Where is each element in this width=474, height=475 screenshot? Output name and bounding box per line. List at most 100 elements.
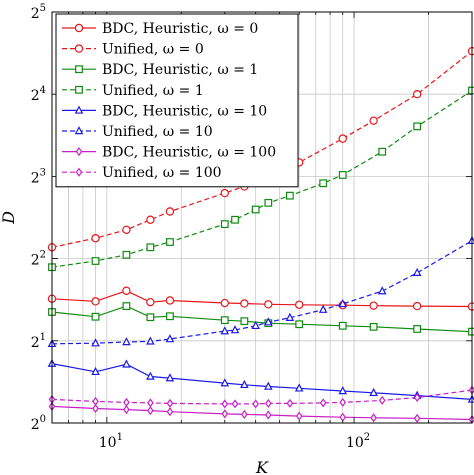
data-point <box>251 205 260 214</box>
data-point <box>220 220 229 229</box>
data-point <box>166 398 174 408</box>
data-point <box>285 191 294 200</box>
x-tick-label: 102 <box>346 432 370 451</box>
x-tick-label: 101 <box>99 432 123 451</box>
plot-frame <box>51 11 473 424</box>
legend-label: BDC, Heuristic, ω = 100 <box>102 145 276 161</box>
series-3 <box>48 302 474 336</box>
legend-box <box>55 13 299 188</box>
ticks: 101 102 20 21 22 23 24 25 <box>31 3 473 451</box>
data-point <box>221 399 229 409</box>
data-point <box>251 320 260 330</box>
data-point <box>241 409 248 419</box>
data-point <box>467 46 474 56</box>
data-point <box>146 297 155 307</box>
data-point <box>122 250 131 259</box>
data-point <box>378 395 386 405</box>
data-point <box>230 325 240 334</box>
data-point <box>412 267 422 276</box>
data-point <box>91 257 100 265</box>
data-point <box>412 89 422 99</box>
data-point <box>338 298 348 308</box>
y-tick-label: 21 <box>31 332 46 351</box>
data-point <box>122 337 131 346</box>
data-point <box>165 334 175 343</box>
y-tick-label: 24 <box>31 85 46 104</box>
data-point <box>264 198 273 207</box>
data-point <box>122 225 131 234</box>
data-point <box>318 304 328 313</box>
data-point <box>295 411 303 421</box>
data-point <box>339 397 347 407</box>
data-point <box>122 302 131 310</box>
legend: BDC, Heuristic, ω = 0 Unified, ω = 0 BDC, … <box>55 13 299 188</box>
data-point <box>240 317 249 326</box>
data-point <box>123 405 130 415</box>
legend-entry: Unified, ω = 1 <box>62 83 204 99</box>
data-point <box>146 336 155 345</box>
legend-marker <box>75 167 83 177</box>
data-point <box>221 409 229 419</box>
legend-entry: Unified, ω = 100 <box>62 165 222 181</box>
data-point <box>468 86 474 95</box>
data-point <box>413 325 422 333</box>
data-point <box>123 397 130 407</box>
data-point <box>231 215 239 224</box>
legend-entry: BDC, Heuristic, ω = 1 <box>62 62 258 78</box>
data-point <box>338 134 347 143</box>
data-point <box>377 286 387 295</box>
data-point <box>294 383 304 392</box>
data-point <box>264 381 273 390</box>
data-point <box>146 243 155 252</box>
legend-label: Unified, ω = 1 <box>102 83 204 99</box>
data-point <box>467 235 474 244</box>
y-axis-label: D <box>0 211 18 225</box>
series-line <box>51 305 473 333</box>
legend-marker <box>74 23 84 33</box>
series-5 <box>47 358 474 403</box>
data-point <box>338 321 347 330</box>
data-point <box>295 300 304 309</box>
legend-marker <box>75 65 83 74</box>
series-line <box>51 290 473 308</box>
data-point <box>286 398 294 408</box>
data-point <box>468 327 474 336</box>
data-point <box>378 147 387 156</box>
data-point <box>369 116 378 125</box>
data-point <box>166 312 174 321</box>
data-point <box>369 301 378 310</box>
series-6 <box>47 235 474 348</box>
data-point <box>165 296 175 305</box>
legend-marker <box>74 44 84 53</box>
data-point <box>413 392 421 403</box>
legend-entry: Unified, ω = 10 <box>62 124 213 140</box>
series-1 <box>47 286 474 311</box>
data-point <box>91 234 100 243</box>
y-tick-label: 23 <box>31 167 46 186</box>
y-tick-label: 20 <box>31 414 46 433</box>
x-axis-label: K <box>255 458 269 475</box>
data-point <box>92 403 99 414</box>
data-point <box>92 396 99 406</box>
data-point <box>91 338 100 347</box>
data-point <box>122 359 131 368</box>
data-point <box>220 188 229 198</box>
data-point <box>369 387 378 397</box>
data-point <box>165 373 175 382</box>
data-point <box>413 413 421 423</box>
legend-marker <box>74 126 84 135</box>
data-point <box>369 322 378 331</box>
data-point <box>285 312 295 321</box>
data-point <box>240 299 249 308</box>
legend-entry: BDC, Heuristic, ω = 100 <box>62 145 276 161</box>
legend-label: BDC, Heuristic, ω = 10 <box>102 103 267 119</box>
legend-label: BDC, Heuristic, ω = 1 <box>102 62 258 78</box>
series-8 <box>48 385 474 409</box>
data-point <box>220 298 229 308</box>
legend-marker <box>74 105 84 114</box>
legend-entry: Unified, ω = 0 <box>62 42 204 58</box>
legend-label: Unified, ω = 0 <box>102 42 204 58</box>
data-point <box>338 171 347 179</box>
legend-label: BDC, Heuristic, ω = 0 <box>102 21 258 37</box>
